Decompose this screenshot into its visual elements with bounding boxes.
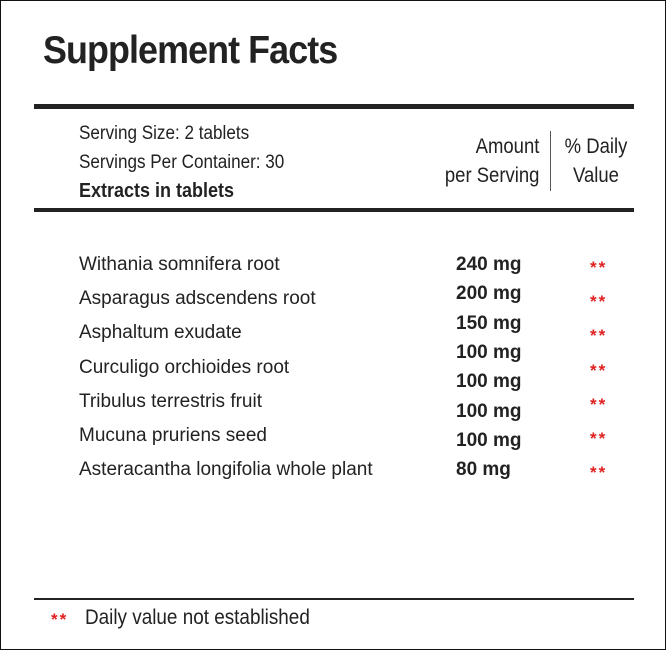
divider xyxy=(550,131,551,191)
daily-value: ** xyxy=(590,429,608,448)
daily-value-header: Value xyxy=(573,164,619,187)
ingredient-name: Asteracantha longifolia whole plant xyxy=(79,459,373,481)
daily-value: ** xyxy=(590,326,608,346)
footnote-marker: ** xyxy=(51,610,69,629)
ingredient-name: Mucuna pruriens seed xyxy=(79,425,267,446)
amount: 150 mg xyxy=(456,312,522,334)
ingredient-name: Asparagus adscendens root xyxy=(79,288,316,310)
amount: 100 mg xyxy=(456,429,522,451)
daily-value: ** xyxy=(590,292,608,312)
rule xyxy=(34,598,634,600)
amount: 80 mg xyxy=(456,459,511,481)
ingredient-name: Withania somnifera root xyxy=(79,254,280,275)
amount: 100 mg xyxy=(456,341,522,363)
daily-value-header: % Daily xyxy=(564,135,628,158)
servings-per-container: Servings Per Container: 30 xyxy=(79,152,285,173)
extracts: Extracts in tablets xyxy=(79,180,235,202)
daily-value: ** xyxy=(590,394,608,414)
title: Supplement Facts xyxy=(43,29,338,72)
daily-value: ** xyxy=(590,463,608,483)
amount-header: Amount xyxy=(475,135,539,158)
daily-value: ** xyxy=(590,258,608,277)
amount: 200 mg xyxy=(456,283,522,305)
serving-size: Serving Size: 2 tablets xyxy=(79,123,250,144)
ingredient-name: Asphaltum exudate xyxy=(79,322,242,344)
daily-value: ** xyxy=(590,360,608,380)
footnote: Daily value not established xyxy=(85,606,310,629)
ingredient-name: Curculigo orchioides root xyxy=(79,356,290,378)
rule xyxy=(34,208,634,212)
amount: 100 mg xyxy=(456,400,522,422)
amount: 240 mg xyxy=(456,254,522,275)
amount: 100 mg xyxy=(456,371,522,393)
amount-header: per Serving xyxy=(444,164,539,187)
rule xyxy=(34,104,634,109)
ingredient-name: Tribulus terrestris fruit xyxy=(79,390,262,412)
